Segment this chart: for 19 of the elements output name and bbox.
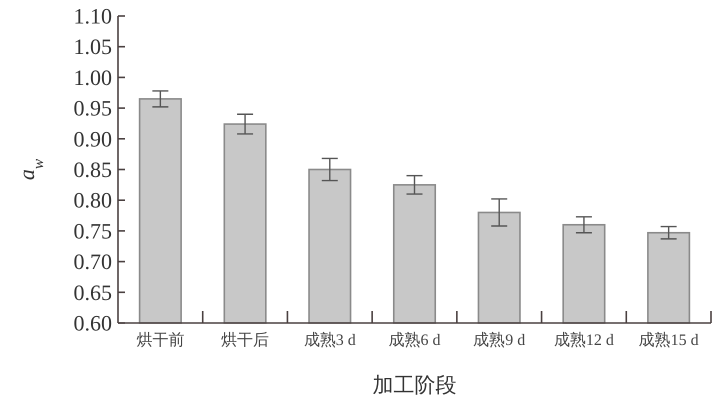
y-tick-label: 1.00	[74, 64, 112, 90]
y-tick-label: 0.85	[74, 157, 112, 182]
x-tick-label: 烘干前	[136, 331, 184, 349]
y-tick-label: 0.80	[74, 188, 112, 213]
x-tick-label: 成熟6 d	[388, 331, 440, 349]
y-tick-label: 0.65	[74, 280, 112, 305]
y-tick-label: 1.05	[74, 34, 112, 60]
y-tick-label: 0.95	[74, 96, 112, 121]
x-tick-label: 烘干后	[221, 331, 270, 349]
x-tick-label: 成熟3 d	[304, 331, 356, 349]
y-tick-label: 0.60	[74, 310, 112, 336]
y-tick-label: 0.70	[74, 249, 112, 274]
x-tick-label: 成熟9 d	[473, 331, 526, 349]
y-tick-label: 1.10	[74, 4, 112, 28]
y-tick-label: 0.75	[74, 218, 112, 244]
x-tick-label: 成熟15 d	[638, 331, 699, 349]
x-axis-title: 加工阶段	[372, 373, 456, 397]
x-tick-label: 成熟12 d	[554, 331, 614, 349]
y-tick-label: 0.90	[74, 126, 112, 152]
